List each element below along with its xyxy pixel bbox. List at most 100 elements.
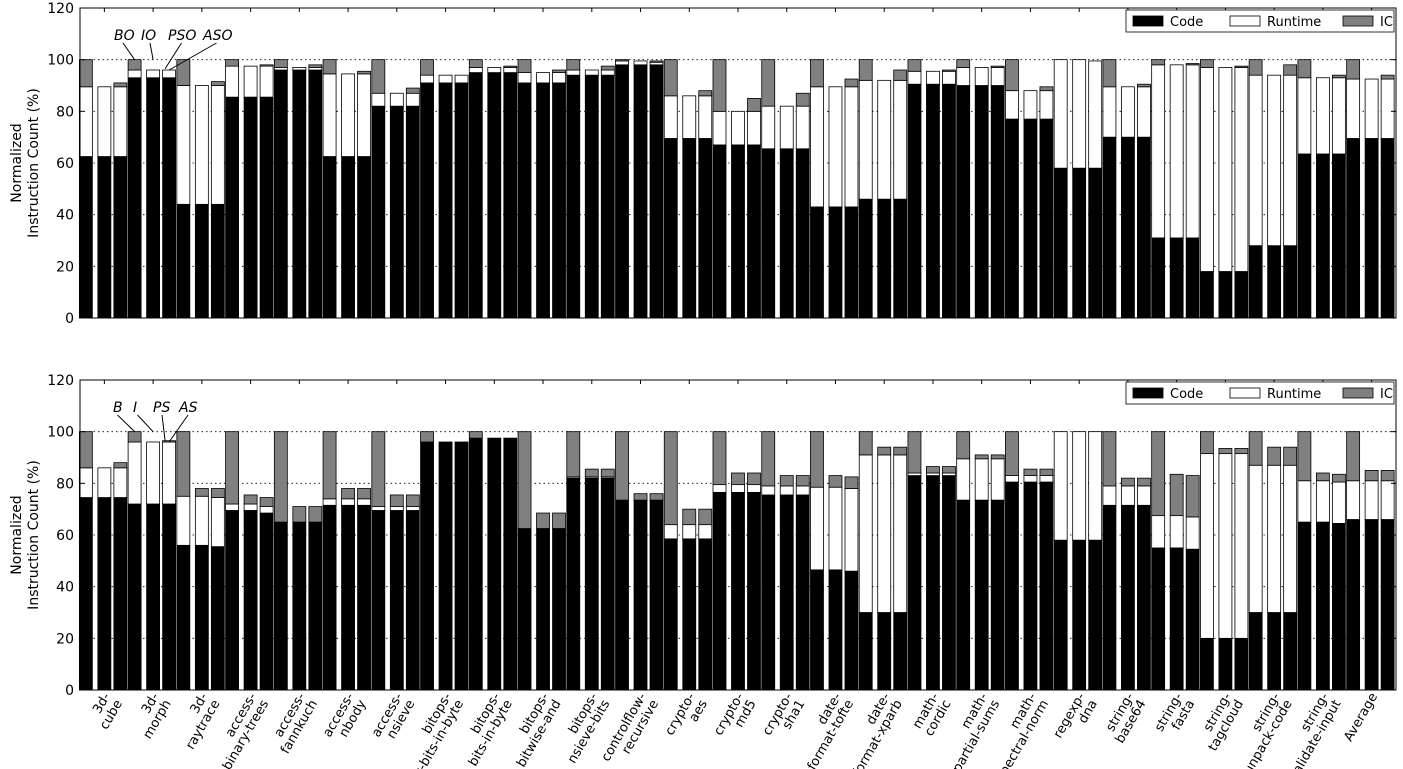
bar-code-string-unpack-code bbox=[1248, 245, 1263, 319]
bar-code-access-fannkuch bbox=[292, 521, 307, 691]
bar-ic-string-unpack-code bbox=[1248, 59, 1263, 76]
annotation-pso: PSO bbox=[168, 28, 196, 44]
bar-code-bitops-bitwise-and bbox=[536, 82, 550, 319]
bar-code-crypto-md5 bbox=[731, 491, 745, 691]
bar-code-string-fasta bbox=[1151, 547, 1166, 691]
bar-ic-date-format-xparb bbox=[858, 59, 873, 81]
bar-runtime-3d-cube bbox=[78, 467, 93, 498]
bar-runtime-access-nbody bbox=[341, 498, 355, 506]
bar-code-regexp-dna bbox=[1053, 167, 1068, 319]
bar-ic-string-base64 bbox=[1137, 477, 1151, 487]
bar-code-access-nsieve bbox=[405, 510, 420, 691]
bar-code-math-spectral-norm bbox=[1005, 118, 1019, 319]
bar-runtime-3d-raytrace bbox=[210, 497, 225, 548]
bar-runtime-string-unpack-code bbox=[1248, 464, 1263, 613]
x-tick-label-string-base64: string-base64 bbox=[1101, 690, 1150, 746]
bar-code-Average bbox=[1346, 519, 1361, 691]
x-tick-label-Average: Average bbox=[1341, 691, 1381, 745]
bar-runtime-crypto-sha1 bbox=[761, 105, 776, 150]
x-tick-label-access-nsieve: access-nsieve bbox=[369, 690, 419, 747]
bar-code-date-format-tofte bbox=[828, 206, 843, 319]
bar-runtime-bitops-bits-in-byte bbox=[468, 67, 483, 73]
bar-runtime-Average bbox=[1346, 480, 1361, 520]
bar-ic-date-format-tofte bbox=[810, 59, 824, 88]
annotation-leader bbox=[168, 414, 189, 443]
bar-ic-access-binary-trees bbox=[243, 494, 258, 505]
bar-runtime-crypto-aes bbox=[698, 95, 713, 139]
bar-code-crypto-sha1 bbox=[761, 494, 776, 691]
bar-code-date-format-tofte bbox=[844, 206, 859, 319]
annotation-leader bbox=[164, 42, 182, 69]
bar-ic-controlflow-recursive bbox=[649, 60, 664, 63]
bar-code-crypto-aes bbox=[698, 538, 713, 691]
bar-code-access-fannkuch bbox=[292, 69, 307, 319]
bar-runtime-crypto-md5 bbox=[712, 484, 727, 493]
annotation-i: I bbox=[133, 400, 137, 416]
bar-ic-math-partial-sums bbox=[990, 65, 1005, 68]
bar-code-math-partial-sums bbox=[990, 85, 1005, 319]
bar-ic-math-cordic bbox=[942, 466, 956, 474]
bar-ic-math-cordic bbox=[907, 431, 922, 474]
bar-ic-crypto-sha1 bbox=[779, 475, 794, 487]
bar-ic-date-format-tofte bbox=[844, 476, 859, 489]
bar-runtime-bitops-bits-in-byte bbox=[503, 67, 518, 73]
bar-runtime-string-tagcloud bbox=[1200, 67, 1214, 272]
bar-ic-3d-cube bbox=[78, 431, 93, 469]
bar-code-3d-morph bbox=[146, 77, 161, 319]
bar-ic-Average bbox=[1346, 59, 1361, 80]
chart-panel-2: 0 20 40 60 80 100 120 NormalizedInstruction Cou… bbox=[9, 373, 1397, 699]
bar-ic-string-tagcloud bbox=[1234, 65, 1249, 68]
bar-code-bitops-bits-in-byte bbox=[487, 437, 502, 691]
bar-code-math-cordic bbox=[926, 475, 940, 691]
bar-code-controlflow-recursive bbox=[633, 64, 648, 319]
legend-swatch-runtime bbox=[1229, 15, 1261, 27]
bar-runtime-string-fasta bbox=[1185, 64, 1200, 239]
bar-ic-access-nsieve bbox=[405, 494, 420, 507]
bar-runtime-3d-raytrace bbox=[194, 495, 209, 546]
bar-code-access-binary-trees bbox=[225, 510, 239, 691]
bar-runtime-string-base64 bbox=[1102, 86, 1117, 138]
y-tick-label: 120 bbox=[47, 373, 74, 389]
bar-code-date-format-tofte bbox=[810, 569, 824, 691]
bar-code-3d-raytrace bbox=[176, 544, 191, 691]
bar-runtime-math-spectral-norm bbox=[1005, 475, 1019, 483]
bar-runtime-access-binary-trees bbox=[243, 503, 258, 511]
legend-label-ic: IC bbox=[1380, 15, 1393, 30]
bar-code-access-nsieve bbox=[389, 105, 404, 319]
bar-ic-string-base64 bbox=[1102, 431, 1117, 487]
bar-ic-access-nbody bbox=[322, 59, 337, 75]
bar-code-string-base64 bbox=[1137, 504, 1151, 691]
bar-ic-bitops-nsieve-bits bbox=[584, 468, 599, 478]
bar-ic-access-fannkuch bbox=[292, 506, 307, 523]
bar-code-date-format-xparb bbox=[893, 198, 908, 319]
bar-code-string-fasta bbox=[1185, 548, 1200, 691]
bar-code-string-validate-input bbox=[1331, 522, 1346, 691]
bar-runtime-bitops-bits-in-byte bbox=[487, 67, 502, 73]
bar-runtime-date-format-tofte bbox=[828, 486, 843, 571]
bar-runtime-bitops-3bit-bits-in-byte bbox=[438, 74, 453, 84]
x-tick-label-bitops-bitwise-and: bitops-bitwise-and bbox=[502, 690, 565, 769]
bar-ic-3d-raytrace bbox=[210, 81, 225, 86]
bar-ic-crypto-md5 bbox=[712, 59, 727, 112]
bar-code-access-nbody bbox=[322, 156, 337, 319]
bar-ic-crypto-md5 bbox=[731, 472, 745, 486]
y-tick-label: 40 bbox=[56, 580, 74, 596]
bar-ic-math-spectral-norm bbox=[1023, 468, 1038, 476]
bar-ic-crypto-aes bbox=[663, 431, 678, 526]
bar-ic-string-fasta bbox=[1169, 473, 1184, 517]
bar-ic-math-spectral-norm bbox=[1005, 431, 1019, 476]
bar-runtime-string-tagcloud bbox=[1218, 453, 1233, 639]
bar-runtime-string-base64 bbox=[1121, 86, 1135, 138]
x-tick-label-regexp-dna: regexp-dna bbox=[1051, 690, 1101, 748]
bar-code-access-fannkuch bbox=[308, 521, 323, 691]
bar-code-access-nsieve bbox=[405, 105, 420, 319]
bar-ic-string-base64 bbox=[1102, 59, 1117, 88]
bar-runtime-crypto-sha1 bbox=[795, 485, 810, 496]
bar-code-string-validate-input bbox=[1297, 521, 1312, 691]
bar-code-bitops-bitwise-and bbox=[517, 82, 532, 319]
bar-runtime-3d-morph bbox=[127, 69, 142, 79]
legend-label-ic: IC bbox=[1380, 387, 1393, 402]
bar-code-string-tagcloud bbox=[1200, 271, 1214, 319]
bar-runtime-string-unpack-code bbox=[1267, 74, 1282, 247]
